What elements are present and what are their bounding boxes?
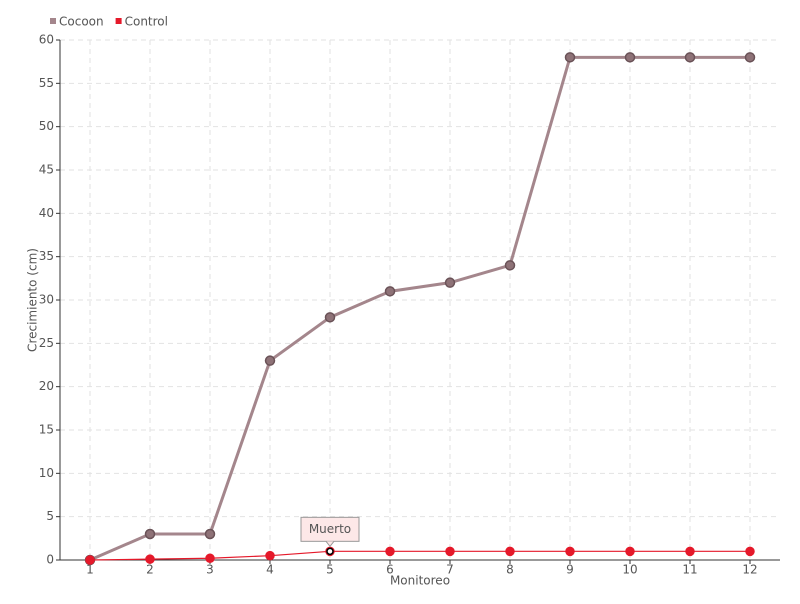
y-tick-label: 10 xyxy=(39,466,54,480)
y-tick-label: 40 xyxy=(39,206,54,220)
annotation-marker xyxy=(326,547,334,556)
annotation: Muerto xyxy=(300,516,360,556)
y-tick-label: 20 xyxy=(39,379,54,393)
legend-swatch xyxy=(50,18,56,24)
x-tick-label: 9 xyxy=(566,563,574,577)
data-point xyxy=(264,355,276,366)
x-axis-label: Monitoreo xyxy=(390,574,450,588)
x-tick-label: 6 xyxy=(386,563,394,577)
x-tick-label: 10 xyxy=(622,563,637,577)
x-tick-label: 4 xyxy=(266,563,274,577)
annotation-pointer xyxy=(325,541,335,548)
y-tick-label: 50 xyxy=(39,119,54,133)
x-tick-label: 8 xyxy=(506,563,514,577)
data-point xyxy=(265,550,275,561)
y-tick-label: 15 xyxy=(39,423,54,437)
data-point xyxy=(385,546,395,557)
annotation-text: Muerto xyxy=(309,522,351,536)
data-point xyxy=(504,260,516,271)
y-axis-label: Crecimiento (cm) xyxy=(26,248,40,352)
data-point xyxy=(624,52,636,63)
x-tick-label: 7 xyxy=(446,563,454,577)
data-point xyxy=(204,528,216,540)
data-point xyxy=(744,52,756,63)
y-tick-label: 60 xyxy=(39,33,54,47)
data-point xyxy=(145,554,155,564)
data-point xyxy=(625,546,635,557)
y-tick-label: 30 xyxy=(39,293,54,307)
data-point xyxy=(85,555,95,565)
x-tick-label: 1 xyxy=(86,563,94,577)
series-line xyxy=(89,55,750,562)
data-point xyxy=(564,52,576,63)
data-point xyxy=(745,546,755,557)
data-point xyxy=(565,546,575,557)
data-point xyxy=(324,312,336,323)
data-point xyxy=(384,286,396,297)
y-tick-label: 45 xyxy=(39,163,54,177)
series xyxy=(85,546,755,565)
series-line xyxy=(89,550,750,561)
data-point xyxy=(144,528,156,540)
data-point xyxy=(444,277,456,288)
legend-swatch xyxy=(115,18,122,24)
data-point xyxy=(505,546,515,557)
y-tick-label: 5 xyxy=(46,509,54,523)
y-tick-label: 25 xyxy=(39,336,54,350)
legend-label: Control xyxy=(125,15,168,29)
data-point xyxy=(685,546,695,557)
y-tick-label: 35 xyxy=(39,249,54,263)
x-tick-label: 2 xyxy=(146,563,154,577)
legend-label: Cocoon xyxy=(59,15,104,29)
y-tick-label: 0 xyxy=(46,553,54,567)
y-tick-label: 55 xyxy=(39,76,54,90)
data-point xyxy=(205,553,215,564)
data-point xyxy=(684,52,696,63)
x-tick-label: 11 xyxy=(682,563,697,577)
series xyxy=(84,52,756,566)
annotation-box xyxy=(300,516,360,542)
data-point xyxy=(445,546,455,557)
x-tick-label: 12 xyxy=(742,563,757,577)
x-tick-label: 5 xyxy=(326,563,334,577)
x-tick-label: 3 xyxy=(206,563,214,577)
